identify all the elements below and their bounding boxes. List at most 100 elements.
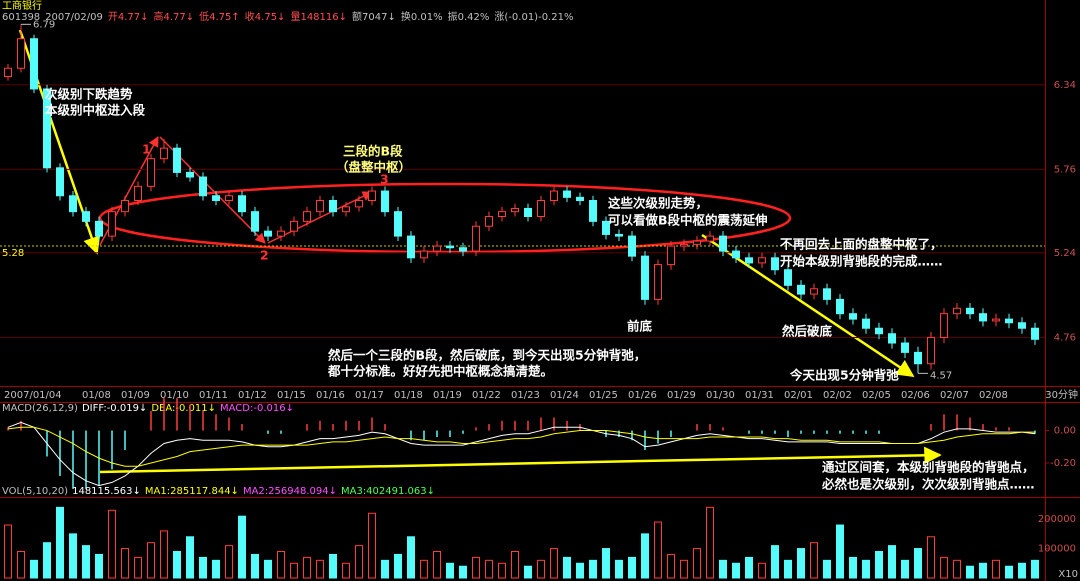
candle-body bbox=[550, 190, 558, 201]
volume-bar bbox=[641, 533, 649, 579]
candle-body bbox=[602, 220, 610, 235]
candle-body bbox=[1005, 318, 1013, 324]
volume-bar bbox=[602, 548, 610, 579]
quote-item: 低4.75↑ bbox=[199, 10, 240, 23]
volume-bar bbox=[381, 559, 389, 579]
candle-body bbox=[225, 195, 233, 201]
candle-body bbox=[940, 313, 948, 338]
quote-item: 2007/02/09 bbox=[45, 12, 103, 23]
candle-body bbox=[69, 195, 77, 213]
annotation: 次级别下跌趋势 bbox=[45, 87, 133, 102]
volume-bar bbox=[485, 559, 493, 579]
volume-bar bbox=[758, 562, 766, 579]
volume-bar bbox=[511, 551, 519, 579]
volume-header-item: MA1:285117.844↓ bbox=[145, 486, 239, 497]
candle-body bbox=[43, 88, 51, 169]
candle-body bbox=[420, 250, 428, 259]
x-tick-label: 01/15 bbox=[277, 390, 306, 401]
quote-line: 601398 2007/02/09 开4.77↓ 高4.77↓ 低4.75↑ 收4.75↓… bbox=[2, 10, 573, 23]
volume-bar bbox=[979, 562, 987, 579]
volume-bar bbox=[875, 551, 883, 579]
volume-bar bbox=[134, 556, 142, 579]
volume-bar bbox=[849, 556, 857, 579]
quote-item: 量148116↓ bbox=[290, 11, 347, 23]
volume-bar bbox=[30, 559, 38, 579]
volume-bar bbox=[121, 548, 129, 579]
trend-arrow bbox=[701, 233, 915, 378]
volume-bar bbox=[940, 556, 948, 579]
macd-header-item: DIFF:-0.019↓ bbox=[82, 403, 147, 414]
volume-bar bbox=[472, 556, 480, 579]
candle-body bbox=[56, 167, 64, 197]
annotation: 前底 bbox=[627, 319, 653, 334]
volume-bar bbox=[836, 524, 844, 579]
x-tick-label: 01/12 bbox=[238, 390, 267, 401]
volume-bar bbox=[212, 559, 220, 579]
volume-bar bbox=[628, 556, 636, 579]
candle-body bbox=[121, 199, 129, 213]
x-tick-label: 01/22 bbox=[472, 390, 501, 401]
x-tick-label: 01/08 bbox=[82, 390, 111, 401]
divergence-arrow bbox=[99, 446, 942, 474]
candle-body bbox=[238, 195, 246, 213]
candle-body bbox=[797, 284, 805, 295]
volume-header-item: MA3:402491.063↓ bbox=[341, 486, 435, 497]
quote-item: 收4.75↓ bbox=[245, 10, 286, 23]
candle-body bbox=[628, 235, 636, 257]
volume-bar bbox=[342, 562, 350, 579]
candle-body bbox=[758, 257, 766, 264]
candle-body bbox=[771, 257, 779, 271]
x-tick-label: 01/17 bbox=[355, 390, 384, 401]
y-tick-label: -0.20 bbox=[1050, 458, 1076, 469]
candle-body bbox=[30, 38, 38, 90]
candle-body bbox=[511, 207, 519, 213]
candle-body bbox=[810, 288, 818, 295]
volume-bar bbox=[329, 553, 337, 579]
annotation: 不再回去上面的盘整中枢了， bbox=[780, 237, 943, 252]
volume-bar bbox=[953, 559, 961, 579]
volume-bar bbox=[615, 559, 623, 579]
volume-bar bbox=[823, 559, 831, 579]
volume-header: VOL(5,10,20) 148115.563↓ MA1:285117.844↓ MA… bbox=[2, 486, 435, 497]
candle-body bbox=[784, 269, 792, 286]
volume-bar bbox=[667, 553, 675, 579]
macd-header-item: MACD:-0.016↓ bbox=[220, 403, 294, 414]
x-tick-label: 01/09 bbox=[121, 390, 150, 401]
candle-body bbox=[264, 230, 272, 237]
candle-body bbox=[524, 207, 532, 217]
volume-bar bbox=[901, 559, 909, 579]
volume-bar bbox=[108, 509, 116, 579]
volume-bar bbox=[771, 545, 779, 579]
candle-body bbox=[888, 333, 896, 344]
volume-bar bbox=[927, 536, 935, 579]
annotation: 本级别中枢进入段 bbox=[45, 103, 146, 118]
volume-bar bbox=[563, 556, 571, 579]
annotation: 这些次级别走势， bbox=[608, 196, 708, 211]
annotation: 3 bbox=[380, 172, 389, 187]
annotation: 2 bbox=[260, 248, 269, 263]
high-label: 6.79 bbox=[33, 19, 55, 30]
period-label: 30分钟 bbox=[1045, 388, 1078, 401]
reference-label: 5.28 bbox=[2, 248, 24, 259]
candle-body bbox=[1018, 322, 1026, 329]
volume-bar bbox=[1018, 562, 1026, 579]
volume-bar bbox=[251, 553, 259, 579]
candle-body bbox=[446, 245, 454, 249]
volume-bar bbox=[43, 542, 51, 579]
pivot-ellipse bbox=[98, 182, 792, 254]
candle-body bbox=[589, 199, 597, 222]
volume-bar bbox=[719, 559, 727, 579]
annotation: 都十分标准。好好先把中枢概念搞清楚。 bbox=[327, 364, 553, 379]
volume-bar bbox=[446, 562, 454, 579]
volume-bar bbox=[290, 562, 298, 579]
volume-bar bbox=[1005, 565, 1013, 579]
volume-bar bbox=[238, 515, 246, 579]
candle-body bbox=[927, 336, 935, 365]
volume-bar bbox=[888, 545, 896, 579]
candle-body bbox=[173, 147, 181, 173]
annotation: 1 bbox=[142, 142, 151, 157]
volume-bar bbox=[160, 530, 168, 579]
annotation: 必然也是次级别，次次级别背驰点…… bbox=[821, 477, 1035, 492]
